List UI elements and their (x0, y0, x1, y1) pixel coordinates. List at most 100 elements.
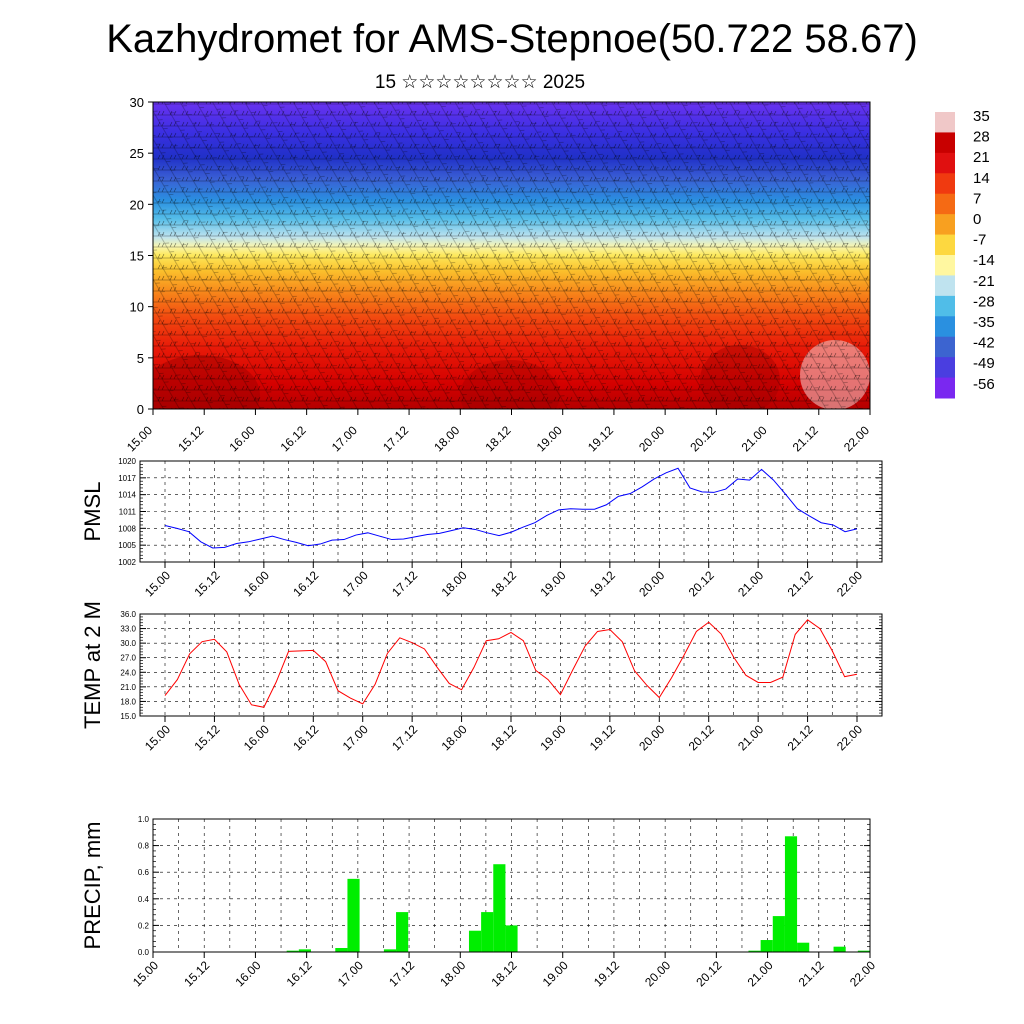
x-tick-label: 16.12 (284, 958, 315, 989)
y-axis-label: PRECIP, mm (80, 822, 105, 950)
x-tick-label: 22.00 (834, 568, 865, 599)
x-tick-label: 18.12 (488, 958, 519, 989)
x-tick-label: 16.12 (290, 722, 321, 753)
x-tick-label: 15.00 (124, 423, 155, 454)
x-tick-label: 18.00 (439, 722, 470, 753)
x-tick-label: 16.12 (278, 423, 309, 454)
x-tick-label: 20.12 (693, 958, 724, 989)
y-tick-label: 1011 (119, 508, 137, 517)
y-tick-label: 20 (130, 197, 144, 212)
y-tick-label: 1017 (118, 474, 136, 483)
pmsl-panel: 1002 1005 1008 1011 1014 1017 1020 15.00 15.12 16… (80, 457, 883, 599)
y-tick-label: 25 (130, 146, 144, 161)
colorbar-label: -7 (973, 232, 986, 249)
x-tick-label: 19.00 (534, 423, 565, 454)
precip-bar (396, 912, 409, 952)
colorbar-label: 28 (973, 129, 990, 146)
y-tick-label: 0.4 (138, 895, 150, 904)
x-tick-label: 21.12 (796, 958, 827, 989)
precip-bar (833, 946, 846, 952)
x-tick-label: 19.12 (587, 568, 618, 599)
y-tick-label: 15 (130, 249, 144, 264)
x-tick-label: 18.12 (488, 568, 519, 599)
x-tick-label: 20.12 (687, 423, 718, 454)
x-tick-label: 15.12 (175, 423, 206, 454)
y-tick-label: 0.6 (138, 868, 150, 877)
x-tick-label: 16.12 (290, 568, 321, 599)
colorbar-label: 21 (973, 149, 990, 166)
x-tick-label: 19.12 (585, 423, 616, 454)
precip-bar (784, 836, 798, 952)
colorbar-swatch (935, 316, 955, 338)
x-tick-label: 21.12 (785, 568, 816, 599)
precip-bar (772, 916, 785, 952)
x-tick-label: 21.12 (790, 423, 821, 454)
precip-bar (347, 878, 360, 952)
colorbar-label: -21 (973, 273, 995, 290)
series-line (164, 467, 858, 549)
y-tick-label: 18.0 (120, 697, 136, 706)
precip-bar (481, 912, 494, 952)
x-tick-label: 18.00 (439, 568, 470, 599)
x-tick-label: 19.00 (537, 722, 568, 753)
colorbar-swatch (935, 173, 955, 195)
y-tick-label: 27.0 (120, 654, 136, 663)
precip-bar (383, 949, 397, 952)
chart-title: Kazhydromet for AMS-Stepnoe(50.722 58.67… (106, 17, 918, 61)
y-tick-label: 1002 (118, 558, 136, 567)
x-tick-label: 20.00 (636, 423, 667, 454)
precip-bar (468, 930, 482, 952)
x-tick-label: 15.00 (142, 722, 173, 753)
y-tick-label: 0.8 (138, 842, 150, 851)
colorbar-swatch (935, 336, 955, 358)
x-tick-label: 17.12 (380, 423, 411, 454)
colorbar-swatch (935, 112, 955, 133)
x-tick-label: 21.00 (739, 423, 770, 454)
colorbar-label: 14 (973, 170, 990, 187)
y-axis-label: TEMP at 2 M (80, 601, 105, 729)
x-tick-label: 16.00 (232, 958, 263, 989)
x-tick-label: 22.00 (841, 423, 872, 454)
colorbar-swatch (935, 377, 955, 399)
x-tick-label: 16.00 (241, 568, 272, 599)
x-tick-label: 18.00 (431, 423, 462, 454)
precip-bar (298, 949, 311, 952)
precip-bar (797, 942, 810, 952)
x-tick-label: 19.00 (540, 958, 571, 989)
x-tick-label: 17.12 (386, 958, 417, 989)
x-tick-label: 17.00 (329, 423, 360, 454)
x-tick-label: 15.00 (130, 958, 161, 989)
x-tick-label: 18.12 (482, 423, 513, 454)
y-tick-label: 36.0 (120, 610, 136, 619)
precip-bar (335, 948, 348, 952)
y-tick-label: 1.0 (138, 815, 150, 824)
x-tick-label: 20.00 (642, 958, 673, 989)
chart-subtitle: 15 ☆☆☆☆☆☆☆☆ 2025 (374, 72, 586, 93)
x-tick-label: 21.00 (735, 722, 766, 753)
colorbar-label: -14 (973, 252, 995, 269)
x-tick-label: 20.00 (636, 722, 667, 753)
x-tick-label: 19.12 (587, 722, 618, 753)
colorbar-label: -42 (973, 335, 995, 352)
wind-barbs (153, 102, 870, 409)
y-tick-label: 21.0 (120, 683, 136, 692)
y-tick-label: 5 (137, 351, 144, 366)
y-tick-label: 0.0 (138, 948, 150, 957)
y-tick-label: 15.0 (120, 712, 136, 721)
colorbar-label: -56 (973, 376, 995, 393)
x-tick-label: 20.12 (686, 568, 717, 599)
colorbar-label: -35 (973, 314, 995, 331)
y-tick-label: 0 (137, 402, 144, 417)
colorbar-label: -49 (973, 355, 995, 372)
y-tick-label: 30.0 (120, 639, 136, 648)
precip-bar (493, 864, 506, 952)
precip-bar (760, 940, 773, 952)
precip-bar (286, 950, 299, 952)
x-tick-label: 17.12 (389, 722, 420, 753)
x-tick-label: 15.12 (181, 958, 212, 989)
colorbar-swatch (935, 255, 955, 276)
x-tick-label: 15.12 (191, 568, 222, 599)
precip-panel: 0.0 0.2 0.4 0.6 0.8 1.0 15.00 15.12 16.00 16.12 17… (80, 815, 878, 989)
y-tick-label: 10 (130, 300, 144, 315)
